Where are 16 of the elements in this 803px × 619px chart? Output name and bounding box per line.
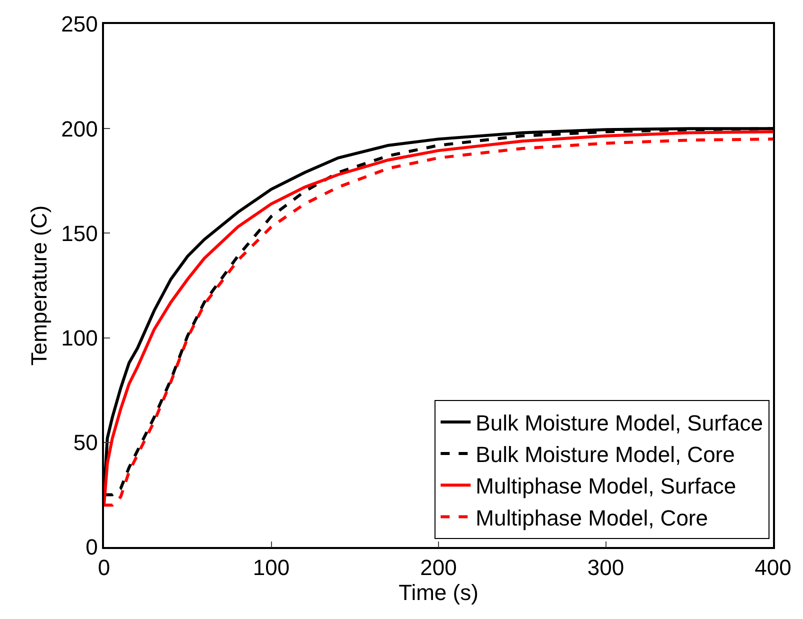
y-tick-label: 100 xyxy=(61,326,98,350)
x-tick-label: 400 xyxy=(754,555,792,580)
y-tick-label: 200 xyxy=(61,116,98,142)
y-tick-label: 150 xyxy=(61,220,98,246)
x-tick-label: 300 xyxy=(587,555,624,580)
legend-label: Multiphase Model, Core xyxy=(476,505,708,530)
x-tick-label: 200 xyxy=(420,555,457,580)
x-axis-title: Time (s) xyxy=(398,580,478,606)
y-tick-label: 250 xyxy=(61,12,98,37)
y-tick-label: 50 xyxy=(73,430,98,456)
legend-label: Bulk Moisture Model, Surface xyxy=(476,410,763,436)
x-tick-label: 100 xyxy=(252,555,290,580)
legend-label: Bulk Moisture Model, Core xyxy=(476,442,735,468)
y-axis-title: Temperature (C) xyxy=(26,205,52,366)
y-tick-label: 0 xyxy=(86,534,98,560)
legend-label: Multiphase Model, Surface xyxy=(476,474,736,499)
